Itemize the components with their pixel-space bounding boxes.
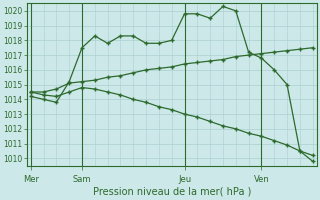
X-axis label: Pression niveau de la mer( hPa ): Pression niveau de la mer( hPa ) (92, 187, 251, 197)
